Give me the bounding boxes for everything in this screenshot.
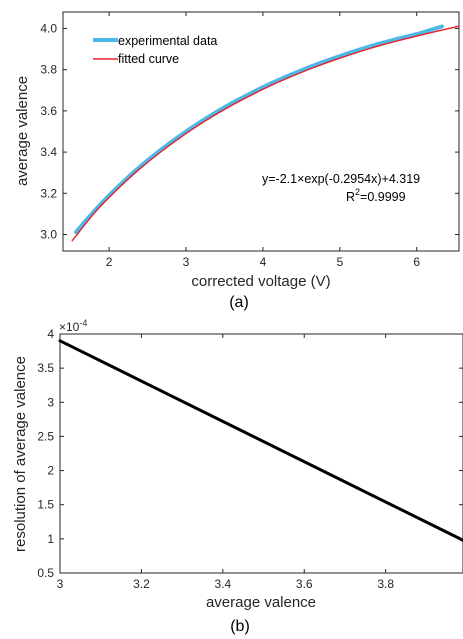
y-tick-label: 4.0	[40, 21, 57, 35]
y-tick-label: 1.5	[37, 498, 54, 512]
y-tick-label: 3.2	[40, 186, 57, 200]
panel-a-series-group	[71, 24, 460, 242]
panel-b-ticks-group: 3 3.2 3.4 3.6 3.8 0.5 1 1.5 2 2.5 3 3.5 4	[37, 327, 463, 591]
x-tick-label: 2	[106, 255, 113, 269]
x-tick-label: 3.2	[133, 577, 150, 591]
experimental-data-line	[74, 24, 445, 235]
fitted-curve-line	[71, 25, 460, 242]
y-multiplier-base: ×10	[59, 320, 80, 334]
panel-a-legend: experimental data fitted curve	[93, 34, 217, 66]
panel-b-caption: (b)	[230, 618, 250, 635]
r-squared-exponent: 2	[355, 187, 360, 197]
y-tick-label: 3.0	[40, 228, 57, 242]
y-tick-label: 0.5	[37, 566, 54, 580]
x-tick-label: 5	[336, 255, 343, 269]
panel-b-chart: 3 3.2 3.4 3.6 3.8 0.5 1 1.5 2 2.5 3 3.5 4 ×10-4 aver…	[12, 318, 463, 635]
y-tick-label: 3	[47, 395, 54, 409]
r-squared-prefix: R	[346, 190, 355, 204]
panel-a-ticks-group: 2 3 4 5 6 3.0 3.2 3.4 3.6 3.8 4.0	[40, 12, 459, 269]
y-multiplier-exponent: -4	[79, 318, 87, 328]
r-squared: R2=0.9999	[346, 187, 406, 204]
y-tick-label: 3.4	[40, 145, 57, 159]
x-tick-label: 3.6	[296, 577, 313, 591]
r-squared-value: =0.9999	[360, 190, 406, 204]
x-tick-label: 3	[183, 255, 190, 269]
panel-b-series-group	[58, 339, 463, 542]
panel-b-axes-box	[59, 333, 463, 574]
x-tick-label: 3.8	[377, 577, 394, 591]
x-tick-label: 3	[57, 577, 64, 591]
y-tick-label: 3.5	[37, 361, 54, 375]
legend-label-experimental: experimental data	[118, 34, 217, 48]
y-tick-label: 2.5	[37, 429, 54, 443]
fit-equation: y=-2.1×exp(-0.2954x)+4.319	[262, 172, 420, 186]
y-tick-label: 4	[47, 327, 54, 341]
series-line	[58, 339, 463, 542]
y-tick-label: 1	[47, 532, 54, 546]
x-tick-label: 3.4	[214, 577, 231, 591]
panel-b-y-multiplier: ×10-4	[59, 318, 87, 334]
panel-a-caption: (a)	[229, 294, 249, 311]
panel-a-y-label: average valence	[14, 76, 31, 186]
y-tick-label: 3.6	[40, 104, 57, 118]
panel-a-x-label: corrected voltage (V)	[191, 273, 330, 290]
panel-a-chart: 2 3 4 5 6 3.0 3.2 3.4 3.6 3.8 4.0 experimental dat…	[14, 11, 460, 311]
panel-a-axes-box	[62, 11, 460, 252]
y-tick-label: 2	[47, 464, 54, 478]
x-tick-label: 6	[413, 255, 420, 269]
x-tick-label: 4	[260, 255, 267, 269]
panel-b-x-label: average valence	[206, 594, 316, 611]
panel-b-y-label: resolution of average valence	[12, 356, 29, 552]
y-tick-label: 3.8	[40, 63, 57, 77]
legend-label-fitted: fitted curve	[118, 52, 179, 66]
